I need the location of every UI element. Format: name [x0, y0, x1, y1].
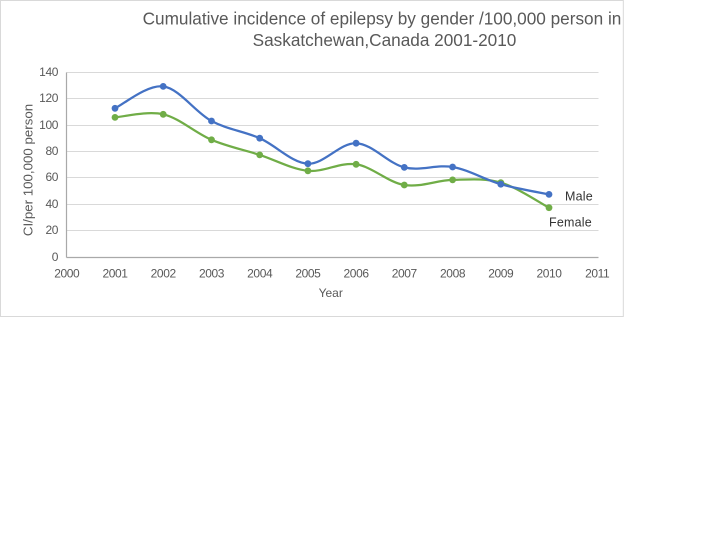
svg-text:2010: 2010 [536, 267, 562, 281]
svg-text:2004: 2004 [247, 267, 273, 281]
svg-text:Cumulative incidence of epilep: Cumulative incidence of epilepsy by gend… [143, 9, 622, 29]
svg-text:40: 40 [45, 197, 58, 211]
svg-text:0: 0 [52, 250, 59, 264]
svg-text:Year: Year [319, 286, 343, 300]
svg-text:100: 100 [39, 118, 59, 132]
svg-text:Male: Male [565, 190, 593, 204]
svg-text:120: 120 [39, 91, 59, 105]
svg-text:Saskatchewan,Canada 2001-2010: Saskatchewan,Canada 2001-2010 [253, 30, 517, 50]
svg-text:2000: 2000 [54, 267, 80, 281]
svg-text:2001: 2001 [102, 267, 128, 281]
svg-text:2009: 2009 [488, 267, 514, 281]
svg-text:2008: 2008 [440, 267, 466, 281]
svg-text:2005: 2005 [295, 267, 321, 281]
svg-text:60: 60 [45, 170, 58, 184]
svg-text:2007: 2007 [392, 267, 418, 281]
svg-text:80: 80 [45, 144, 58, 158]
svg-text:140: 140 [39, 65, 59, 79]
svg-text:CI/per 100,000 person: CI/per 100,000 person [21, 104, 36, 236]
svg-text:2002: 2002 [151, 267, 177, 281]
svg-text:20: 20 [45, 223, 58, 237]
svg-text:2003: 2003 [199, 267, 225, 281]
svg-text:2006: 2006 [344, 267, 370, 281]
svg-text:2011: 2011 [585, 267, 610, 281]
svg-text:Female: Female [549, 216, 592, 230]
